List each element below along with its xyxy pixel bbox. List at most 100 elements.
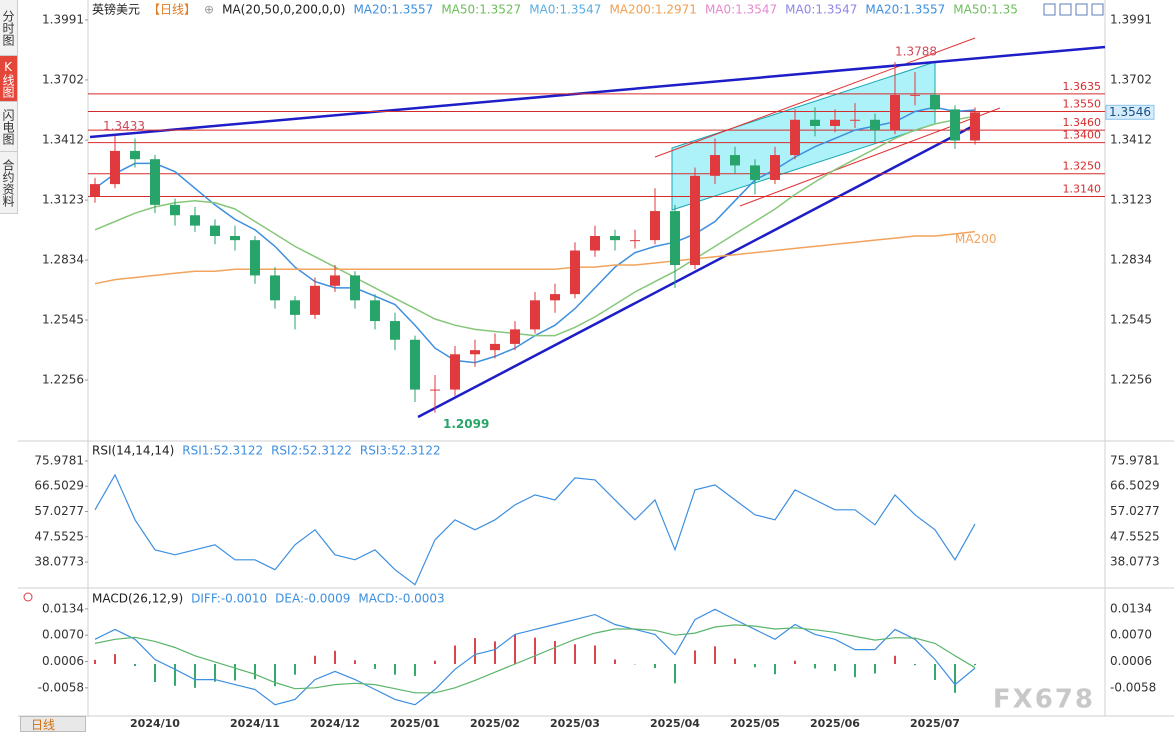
candle-body <box>890 94 900 131</box>
y-tick-label: 1.3123 <box>1110 193 1152 207</box>
y-tick-label: 0.0006 <box>42 654 84 668</box>
y-tick-label: 47.5525 <box>34 529 84 543</box>
candle-body <box>710 155 720 176</box>
candle-body <box>770 155 780 180</box>
y-tick-label: 1.3412 <box>42 133 84 147</box>
candle-body <box>970 112 980 141</box>
candle-body <box>190 215 200 226</box>
y-tick-label: 1.2545 <box>42 313 84 327</box>
y-tick-label: 1.2256 <box>1110 373 1152 387</box>
candle-body <box>650 211 660 241</box>
tool-icon[interactable] <box>1075 3 1088 16</box>
header-item: ⊕ <box>204 3 214 17</box>
trend-line <box>89 45 1106 139</box>
x-tick-label: 2025/01 <box>390 717 440 730</box>
candle-body <box>590 235 600 251</box>
candle-body <box>470 350 480 355</box>
level-label: 1.3550 <box>1063 97 1102 110</box>
candle-body <box>670 211 680 266</box>
candle-body <box>170 204 180 216</box>
y-tick-label: 1.3412 <box>1110 133 1152 147</box>
candle-body <box>250 240 260 276</box>
candle-body <box>630 240 640 242</box>
candle-body <box>410 339 420 390</box>
candle-body <box>350 275 360 301</box>
x-tick-label: 2024/10 <box>130 717 180 730</box>
y-tick-label: 1.3123 <box>42 193 84 207</box>
period-tab[interactable]: 日线 <box>20 716 86 732</box>
candle-body <box>310 285 320 315</box>
y-tick-label: 1.2256 <box>42 373 84 387</box>
side-tab[interactable]: 分时图 <box>0 0 18 56</box>
candle-body <box>130 150 140 160</box>
x-tick-label: 2024/12 <box>310 717 360 730</box>
tool-icon[interactable] <box>1091 3 1104 16</box>
y-tick-label: 57.0277 <box>34 504 84 518</box>
candle-body <box>530 300 540 330</box>
header-item: 英镑美元 <box>92 2 140 17</box>
header-item: MA(20,50,0,200,0,0) <box>222 3 345 17</box>
candle-body <box>850 119 860 121</box>
side-tab[interactable]: 合约资料 <box>0 152 18 214</box>
side-tab[interactable]: 闪电图 <box>0 102 18 152</box>
channel-line <box>654 37 976 158</box>
x-tick-label: 2025/03 <box>550 717 600 730</box>
header-item: MACD:-0.0003 <box>358 592 444 606</box>
y-tick-label: 0.0134 <box>1110 601 1152 615</box>
y-tick-label: 47.5525 <box>1110 529 1160 543</box>
x-tick-label: 2025/06 <box>810 717 860 730</box>
line <box>94 473 976 586</box>
candle-body <box>490 343 500 351</box>
y-tick-label: 1.3702 <box>1110 72 1152 86</box>
header-item: MA20:1.3557 <box>353 3 433 17</box>
price-label: 1.2099 <box>443 417 489 431</box>
tool-icon[interactable] <box>1043 3 1056 16</box>
y-tick-label: 75.9781 <box>1110 453 1160 467</box>
y-tick-label: 38.0773 <box>34 555 84 569</box>
settings-icon[interactable] <box>23 592 33 602</box>
candle-body <box>570 250 580 295</box>
line <box>94 230 976 285</box>
toolbar[interactable] <box>1043 3 1104 16</box>
level-label: 1.3400 <box>1063 129 1102 142</box>
y-tick-label: 57.0277 <box>1110 504 1160 518</box>
header-item: MA0:1.3547 <box>529 3 601 17</box>
y-tick-label: 1.3702 <box>42 72 84 86</box>
level-label: 1.3460 <box>1063 116 1102 129</box>
last-price-label: 1.3546 <box>1109 105 1151 119</box>
line <box>94 608 976 706</box>
y-tick-label: -0.0058 <box>38 680 84 694</box>
last-price-box <box>1105 104 1155 120</box>
candle-body <box>750 165 760 180</box>
header-item: MA200:1.2971 <box>609 3 697 17</box>
y-tick-label: 0.0070 <box>1110 628 1152 642</box>
header-item: DIFF:-0.0010 <box>191 592 267 606</box>
line <box>94 624 976 694</box>
side-tab[interactable]: K线图 <box>0 56 18 102</box>
line <box>94 115 976 337</box>
y-tick-label: 0.0070 <box>42 628 84 642</box>
header-item: MA0:1.3547 <box>705 3 777 17</box>
y-tick-label: 1.2545 <box>1110 313 1152 327</box>
candle-body <box>550 294 560 301</box>
x-tick-label: 2025/05 <box>730 717 780 730</box>
y-tick-label: 75.9781 <box>34 453 84 467</box>
line-label: MA200 <box>955 232 996 246</box>
candle-body <box>730 155 740 166</box>
candle-body <box>110 150 120 185</box>
candle-body <box>150 159 160 205</box>
y-tick-label: 66.5029 <box>1110 479 1160 493</box>
tool-icon[interactable] <box>1059 3 1072 16</box>
y-tick-label: 38.0773 <box>1110 555 1160 569</box>
watermark: FX678 <box>993 685 1095 715</box>
y-tick-label: 0.0134 <box>42 601 84 615</box>
y-tick-label: -0.0058 <box>1110 680 1156 694</box>
candle-body <box>330 275 340 286</box>
candle-body <box>930 94 940 110</box>
candle-body <box>790 119 800 156</box>
header-item: RSI1:52.3122 <box>182 444 263 458</box>
candle-body <box>950 109 960 141</box>
level-label: 1.3635 <box>1063 80 1102 93</box>
price-label: 1.3788 <box>895 45 937 59</box>
